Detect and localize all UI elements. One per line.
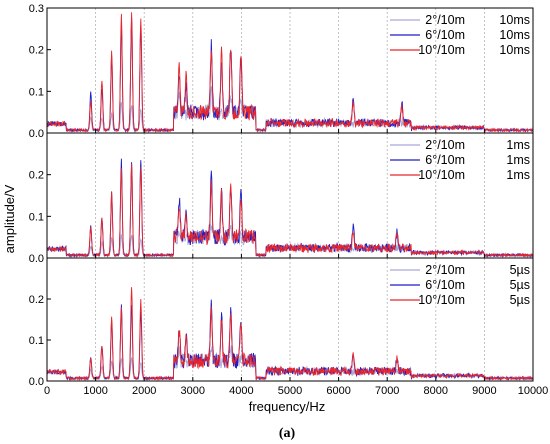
x-tick-label: 6000	[326, 385, 350, 397]
legend-tag-bottom-2: 5µs	[510, 293, 530, 307]
y-tick-label-top: 0.1	[29, 86, 44, 98]
series-line-top-2	[46, 12, 534, 133]
y-tick-label-bottom: 0.0	[29, 376, 44, 388]
y-tick-label-top: 0.2	[29, 45, 44, 57]
series-line-middle-2	[46, 163, 534, 258]
legend-tag-bottom-0: 5µs	[510, 263, 530, 277]
y-tick-label-middle: 0.2	[29, 170, 44, 182]
panel-bottom: 0.0 0.1 0.2 0 1000 2000 3000 4000 5000 6000 7000 80…	[29, 257, 549, 397]
x-tick-label: 9000	[472, 385, 496, 397]
x-tick-label: 0	[44, 385, 50, 397]
legend-tag-top-2: 10ms	[499, 43, 530, 57]
y-tick-label-middle: 0.0	[29, 253, 44, 265]
legend-name-middle-1: 6°/10m	[425, 153, 465, 167]
panel-top: 0.0 0.1 0.2 0.3 2°/10m 10ms 6°/10m 10ms 10°/10m 1…	[29, 3, 534, 140]
series-line-bottom-2	[46, 287, 534, 381]
legend-tag-top-1: 10ms	[499, 28, 530, 42]
legend-name-top-0: 2°/10m	[425, 13, 465, 27]
x-tick-label: 10000	[518, 385, 549, 397]
panel-middle: 0.0 0.1 0.2 2°/10m 1ms 6°/10m 1ms 10°/10m 1ms	[29, 132, 534, 265]
x-tick-label: 3000	[181, 385, 205, 397]
legend-name-middle-0: 2°/10m	[425, 138, 465, 152]
legend-name-middle-2: 10°/10m	[418, 168, 465, 182]
figure-caption: (a)	[279, 426, 296, 441]
legend-name-bottom-2: 10°/10m	[418, 293, 465, 307]
legend-tag-middle-2: 1ms	[506, 168, 530, 182]
y-tick-label-top: 0.3	[29, 3, 44, 15]
x-tick-label: 2000	[132, 385, 156, 397]
legend-name-bottom-1: 6°/10m	[425, 278, 465, 292]
y-tick-label-bottom: 0.1	[29, 335, 44, 347]
y-tick-label-middle: 0.1	[29, 211, 44, 223]
x-tick-label: 1000	[83, 385, 107, 397]
y-tick-label-top: 0.0	[29, 128, 44, 140]
legend-name-top-2: 10°/10m	[418, 43, 465, 57]
legend-name-top-1: 6°/10m	[425, 28, 465, 42]
legend-tag-top-0: 10ms	[499, 13, 530, 27]
x-axis-label: frequency/Hz	[249, 399, 326, 414]
legend-tag-middle-0: 1ms	[506, 138, 530, 152]
y-axis-label: amplitude/V	[2, 184, 17, 253]
x-tick-label: 5000	[278, 385, 302, 397]
x-tick-label: 7000	[375, 385, 399, 397]
y-tick-label-bottom: 0.2	[29, 294, 44, 306]
legend-name-bottom-0: 2°/10m	[425, 263, 465, 277]
x-tick-label: 8000	[424, 385, 448, 397]
x-tick-label: 4000	[229, 385, 253, 397]
panels-group: 0.0 0.1 0.2 0.3 2°/10m 10ms 6°/10m 10ms 10°/10m 1…	[29, 3, 549, 397]
legend-tag-middle-1: 1ms	[506, 153, 530, 167]
legend-tag-bottom-1: 5µs	[510, 278, 530, 292]
